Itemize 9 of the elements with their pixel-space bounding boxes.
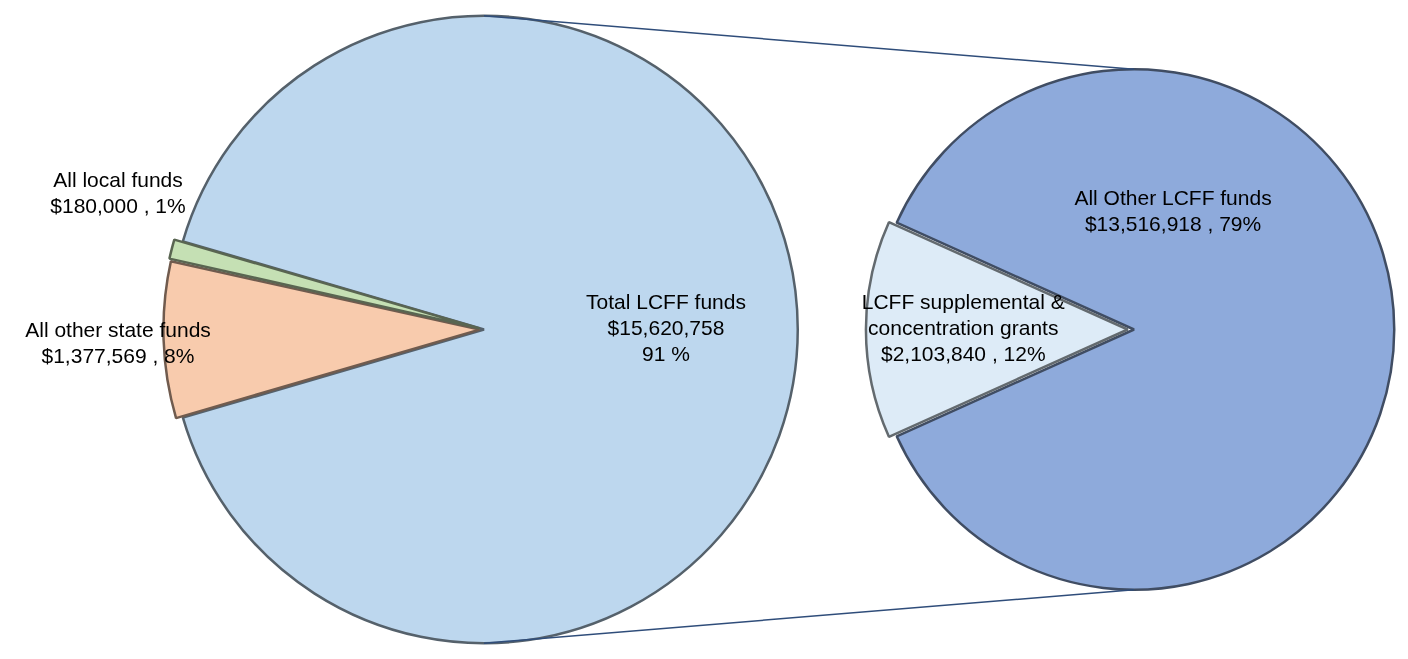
slice-label: Total LCFF funds — [586, 290, 746, 314]
data-label: $13,516,918 , 79% — [1084, 212, 1262, 236]
slice-label: All Other LCFF funds — [1074, 186, 1272, 210]
data-label: $15,620,758 91 % — [607, 316, 725, 366]
data-label: $180,000 , 1% — [50, 194, 186, 218]
data-label: $2,103,840 , 12% — [880, 342, 1046, 366]
slice-label: All other state funds — [25, 318, 211, 342]
data-label: $1,377,569 , 8% — [41, 344, 195, 368]
slice-label: All local funds — [53, 168, 183, 192]
